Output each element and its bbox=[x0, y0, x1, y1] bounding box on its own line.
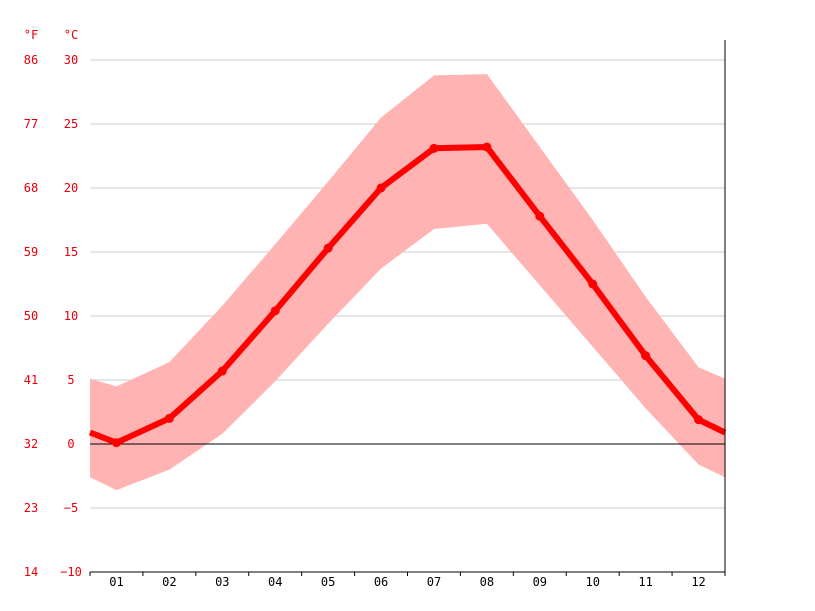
data-point bbox=[429, 143, 439, 153]
celsius-unit-label: °C bbox=[64, 28, 78, 42]
x-tick-label: 04 bbox=[268, 575, 282, 589]
x-tick-label: 09 bbox=[533, 575, 547, 589]
y-tick-label-fahrenheit: 23 bbox=[24, 501, 38, 515]
x-tick-label: 03 bbox=[215, 575, 229, 589]
y-tick-label-celsius: 25 bbox=[64, 117, 78, 131]
y-tick-label-fahrenheit: 14 bbox=[24, 565, 38, 579]
data-point bbox=[323, 243, 333, 253]
axes bbox=[89, 40, 726, 576]
x-tick-label: 06 bbox=[374, 575, 388, 589]
data-point bbox=[164, 413, 174, 423]
axis-labels: °F °C 30862577206815591050541032−523−101… bbox=[24, 28, 706, 589]
data-point bbox=[217, 366, 227, 376]
data-point bbox=[482, 142, 492, 152]
temperature-range-band bbox=[90, 74, 725, 491]
y-tick-label-celsius: 30 bbox=[64, 53, 78, 67]
y-tick-label-fahrenheit: 32 bbox=[24, 437, 38, 451]
y-tick-label-fahrenheit: 86 bbox=[24, 53, 38, 67]
data-point bbox=[641, 351, 651, 361]
y-tick-label-fahrenheit: 50 bbox=[24, 309, 38, 323]
x-tick-label: 10 bbox=[585, 575, 599, 589]
x-tick-label: 07 bbox=[427, 575, 441, 589]
mean-line bbox=[88, 144, 727, 446]
y-tick-label-celsius: 15 bbox=[64, 245, 78, 259]
y-tick-label-celsius: 20 bbox=[64, 181, 78, 195]
data-point bbox=[270, 306, 280, 316]
x-tick-label: 05 bbox=[321, 575, 335, 589]
data-point bbox=[111, 438, 121, 448]
data-point bbox=[694, 415, 704, 425]
data-point bbox=[535, 211, 545, 221]
y-tick-label-fahrenheit: 59 bbox=[24, 245, 38, 259]
y-tick-label-fahrenheit: 77 bbox=[24, 117, 38, 131]
mean-temperature-series bbox=[88, 142, 727, 448]
data-point bbox=[588, 279, 598, 289]
y-tick-label-fahrenheit: 68 bbox=[24, 181, 38, 195]
y-tick-label-celsius: 5 bbox=[67, 373, 74, 387]
x-tick-label: 01 bbox=[109, 575, 123, 589]
y-tick-label-celsius: −10 bbox=[60, 565, 82, 579]
y-tick-label-celsius: −5 bbox=[64, 501, 78, 515]
range-band-area bbox=[90, 74, 725, 491]
fahrenheit-unit-label: °F bbox=[24, 28, 38, 42]
y-tick-label-celsius: 0 bbox=[67, 437, 74, 451]
data-point bbox=[376, 183, 386, 193]
x-tick-label: 12 bbox=[691, 575, 705, 589]
x-tick-label: 02 bbox=[162, 575, 176, 589]
x-tick-label: 11 bbox=[638, 575, 652, 589]
y-tick-label-celsius: 10 bbox=[64, 309, 78, 323]
y-tick-label-fahrenheit: 41 bbox=[24, 373, 38, 387]
x-tick-label: 08 bbox=[480, 575, 494, 589]
